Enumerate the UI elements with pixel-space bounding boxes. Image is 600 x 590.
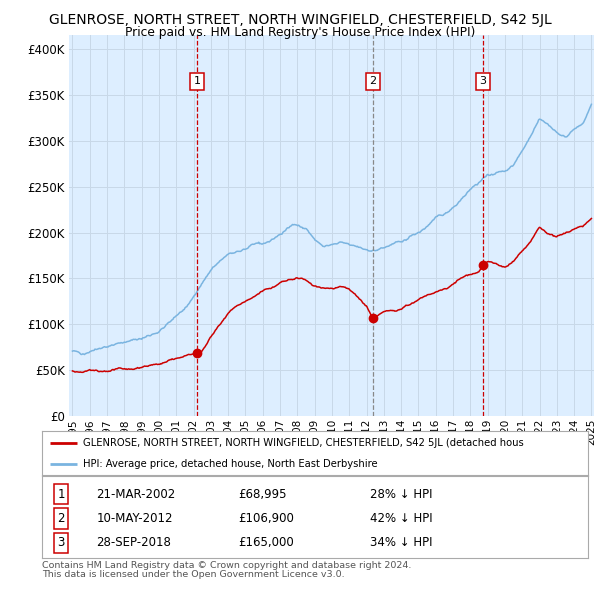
Text: 21-MAR-2002: 21-MAR-2002 [97, 487, 176, 500]
Text: This data is licensed under the Open Government Licence v3.0.: This data is licensed under the Open Gov… [42, 570, 344, 579]
Text: 28-SEP-2018: 28-SEP-2018 [97, 536, 172, 549]
Text: Price paid vs. HM Land Registry's House Price Index (HPI): Price paid vs. HM Land Registry's House … [125, 26, 475, 39]
Text: 3: 3 [58, 536, 65, 549]
Text: HPI: Average price, detached house, North East Derbyshire: HPI: Average price, detached house, Nort… [83, 459, 377, 469]
Text: 2: 2 [58, 512, 65, 525]
Text: 1: 1 [194, 76, 201, 86]
Text: GLENROSE, NORTH STREET, NORTH WINGFIELD, CHESTERFIELD, S42 5JL: GLENROSE, NORTH STREET, NORTH WINGFIELD,… [49, 13, 551, 27]
Text: GLENROSE, NORTH STREET, NORTH WINGFIELD, CHESTERFIELD, S42 5JL (detached hous: GLENROSE, NORTH STREET, NORTH WINGFIELD,… [83, 438, 524, 448]
Text: £68,995: £68,995 [239, 487, 287, 500]
Text: Contains HM Land Registry data © Crown copyright and database right 2024.: Contains HM Land Registry data © Crown c… [42, 560, 412, 569]
Text: £165,000: £165,000 [239, 536, 295, 549]
Text: 42% ↓ HPI: 42% ↓ HPI [370, 512, 432, 525]
Text: 10-MAY-2012: 10-MAY-2012 [97, 512, 173, 525]
Text: 28% ↓ HPI: 28% ↓ HPI [370, 487, 432, 500]
Text: 34% ↓ HPI: 34% ↓ HPI [370, 536, 432, 549]
Text: £106,900: £106,900 [239, 512, 295, 525]
Text: 3: 3 [479, 76, 487, 86]
Text: 2: 2 [369, 76, 376, 86]
Text: 1: 1 [58, 487, 65, 500]
